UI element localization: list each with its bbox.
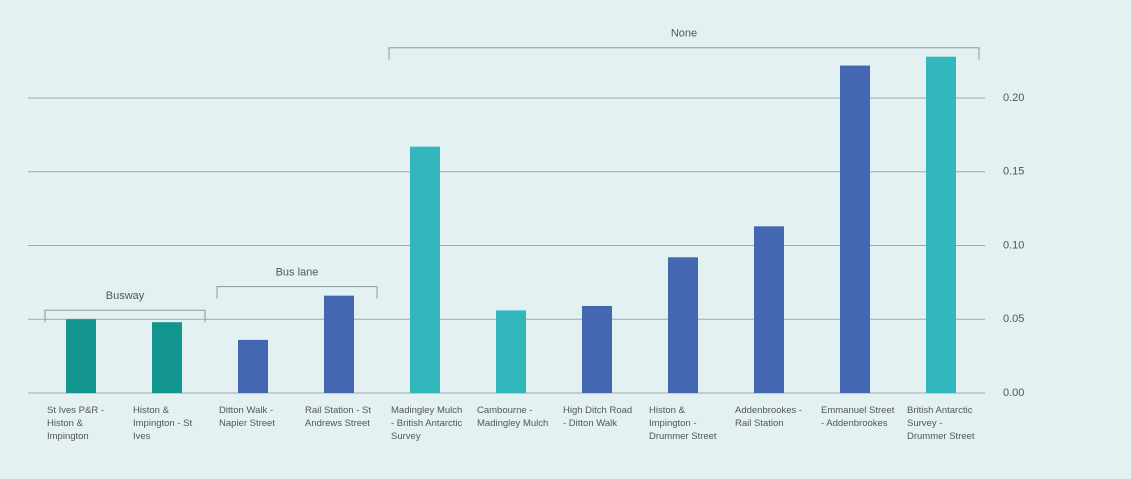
- group-bracket: [44, 309, 206, 323]
- x-tick-label: Madingley Mulch - British Antarctic Surv…: [391, 405, 463, 442]
- bar: [152, 322, 182, 393]
- x-tick-label: Cambourne - Madingley Mulch: [477, 405, 549, 429]
- x-tick-label: British Antarctic Survey - Drummer Stree…: [907, 405, 975, 442]
- bar: [754, 226, 784, 393]
- x-tick-label: Emmanuel Street - Addenbrookes: [821, 405, 895, 429]
- bar: [840, 65, 870, 394]
- bar: [926, 56, 956, 393]
- bar: [238, 339, 268, 393]
- group-label: Bus lane: [276, 267, 319, 279]
- bar: [668, 257, 698, 393]
- y-tick-label: 0.10: [1003, 239, 1024, 251]
- bar: [324, 295, 354, 393]
- x-tick-label: Histon & Impington - Drummer Street: [649, 405, 717, 442]
- group-label: Busway: [106, 290, 145, 302]
- bar: [66, 319, 96, 393]
- y-tick-label: 0.00: [1003, 387, 1024, 399]
- group-label: None: [671, 28, 697, 40]
- bar: [410, 146, 440, 393]
- x-tick-label: Addenbrookes - Rail Station: [735, 405, 803, 429]
- x-tick-label: Histon & Impington - St Ives: [133, 405, 193, 442]
- x-tick-label: High Ditch Road - Ditton Walk: [563, 405, 633, 429]
- group-bracket: [388, 47, 980, 60]
- y-tick-label: 0.05: [1003, 313, 1024, 325]
- group-bracket: [216, 286, 378, 299]
- y-tick-label: 0.15: [1003, 166, 1024, 178]
- x-tick-label: Ditton Walk - Napier Street: [219, 405, 275, 429]
- y-tick-label: 0.20: [1003, 92, 1024, 104]
- x-tick-label: St Ives P&R - Histon & Impington: [47, 405, 105, 442]
- x-tick-label: Rail Station - St Andrews Street: [305, 405, 371, 429]
- bar: [582, 305, 612, 393]
- bar: [496, 310, 526, 393]
